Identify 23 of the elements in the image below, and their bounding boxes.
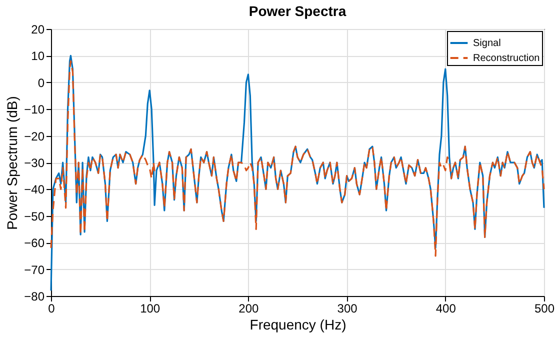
x-tick-label: 100 — [140, 302, 160, 316]
y-tick-label: −40 — [24, 182, 45, 197]
x-tick-label: 200 — [238, 302, 260, 316]
y-tick-label: −10 — [24, 102, 45, 117]
y-tick-label: 20 — [31, 22, 45, 36]
x-tick-label: 0 — [48, 302, 56, 316]
y-axis-title: Power Spectrum (dB) — [4, 96, 20, 230]
y-tick-label: −50 — [24, 209, 45, 224]
legend-label: Signal — [473, 38, 501, 49]
x-tick-label: 500 — [534, 302, 555, 316]
x-tick-label: 300 — [337, 302, 358, 316]
y-tick-label: 0 — [38, 76, 45, 90]
y-tick-label: −80 — [24, 290, 45, 304]
x-tick-label: 400 — [436, 302, 456, 316]
y-tick-label: −20 — [24, 129, 45, 144]
y-tick-label: −60 — [24, 236, 45, 250]
chart-title: Power Spectra — [248, 3, 346, 19]
line-series — [50, 60, 545, 257]
y-tick-label: −30 — [24, 156, 45, 170]
y-tick-label: 10 — [31, 49, 45, 64]
legend-label: Reconstruction — [473, 53, 540, 64]
y-tick-label: −70 — [24, 262, 45, 277]
x-axis-title: Frequency (Hz) — [250, 316, 346, 332]
